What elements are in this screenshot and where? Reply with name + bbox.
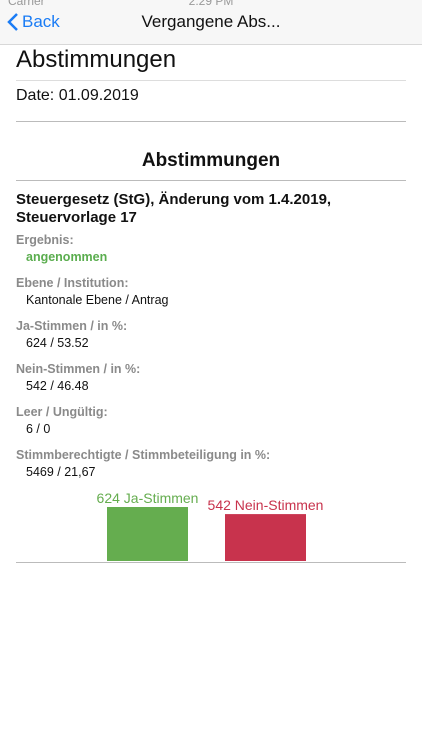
divider (16, 121, 406, 122)
clock: 2:29 PM (188, 0, 234, 8)
bar-label: 542 Nein-Stimmen (208, 497, 324, 513)
back-button[interactable]: Back (22, 12, 60, 31)
page-title: Abstimmungen (16, 46, 177, 73)
bar (225, 514, 306, 561)
vote-title: Steuervorlage 17 (16, 209, 137, 226)
section-title: Abstimmungen (141, 150, 281, 171)
field-label: Nein-Stimmen / in %: (16, 362, 141, 376)
carrier: Carrier (8, 0, 45, 8)
back-chevron[interactable] (7, 13, 19, 31)
field-value: 6 / 0 (26, 422, 51, 436)
field-label: Ebene / Institution: (16, 276, 129, 290)
field-label: Ergebnis: (16, 233, 74, 247)
field-value: 542 / 46.48 (26, 379, 89, 393)
divider (16, 80, 406, 81)
field-label: Leer / Ungültig: (16, 405, 108, 419)
nav-title: Vergangene Abs... (141, 12, 281, 31)
nav-bar: Carrier 2:29 PM Back Vergangene Abs... (0, 0, 422, 45)
divider (16, 180, 406, 181)
date: Date: 01.09.2019 (16, 87, 139, 104)
bar (107, 507, 188, 561)
chart: 624 Ja-Stimmen 542 Nein-Stimmen (97, 490, 324, 561)
field-label: Ja-Stimmen / in %: (16, 319, 128, 333)
field-value: angenommen (26, 250, 108, 264)
field-value: 5469 / 21,67 (26, 465, 96, 479)
field-value: Kantonale Ebene / Antrag (26, 293, 169, 307)
bar-label: 624 Ja-Stimmen (97, 490, 199, 506)
field-label: Stimmberechtigte / Stimmbeteiligung in %… (16, 448, 271, 462)
vote-title: Steuergesetz (StG), Änderung vom 1.4.201… (16, 191, 332, 208)
divider (16, 562, 406, 563)
field-value: 624 / 53.52 (26, 336, 89, 350)
